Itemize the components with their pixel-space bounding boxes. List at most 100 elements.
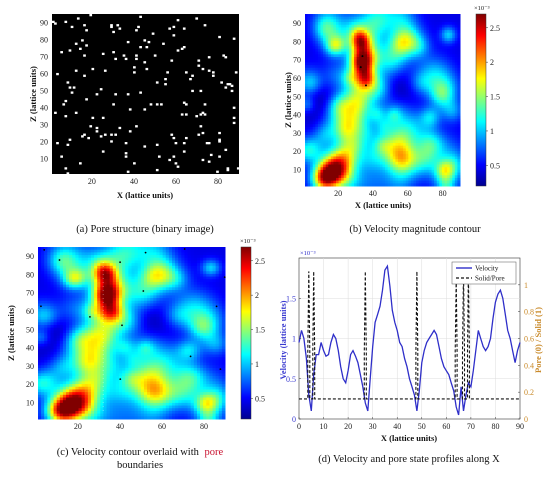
velocity-cell — [426, 54, 430, 58]
velocity-cell — [398, 51, 402, 55]
velocity-cell — [346, 89, 350, 93]
velocity-cell — [447, 57, 451, 61]
velocity-cell — [62, 255, 67, 259]
velocity-cell — [377, 48, 381, 53]
velocity-cell — [66, 354, 70, 358]
velocity-cell — [317, 153, 321, 157]
velocity-cell — [395, 180, 399, 184]
velocity-cell — [69, 314, 73, 318]
velocity-cell — [320, 134, 324, 139]
velocity-cell — [452, 62, 456, 66]
velocity-cell — [78, 357, 83, 361]
velocity-cell — [413, 143, 417, 147]
velocity-cell — [379, 94, 383, 98]
velocity-cell — [449, 169, 453, 174]
velocity-cell — [457, 118, 461, 122]
velocity-cell — [310, 126, 314, 131]
velocity-cell — [341, 38, 345, 42]
velocity-cell — [336, 108, 340, 112]
velocity-cell — [328, 51, 332, 55]
velocity-cell — [426, 145, 430, 149]
velocity-cell — [454, 75, 458, 79]
velocity-cell — [346, 94, 350, 98]
velocity-cell — [343, 159, 347, 163]
velocity-cell — [421, 97, 425, 101]
velocity-cell — [62, 316, 67, 321]
velocity-cell — [328, 75, 332, 79]
velocity-cell — [454, 46, 458, 50]
velocity-cell — [305, 108, 309, 112]
velocity-cell — [439, 83, 443, 88]
velocity-cell — [444, 105, 448, 109]
velocity-cell — [323, 140, 327, 144]
velocity-cell — [449, 180, 453, 184]
velocity-cell — [361, 40, 365, 45]
velocity-cell — [429, 81, 433, 85]
velocity-cell — [75, 314, 80, 318]
velocity-cell — [444, 70, 448, 74]
velocity-cell — [346, 59, 350, 63]
velocity-cell — [400, 153, 404, 157]
velocity-cell — [367, 148, 371, 152]
velocity-cell — [348, 121, 352, 125]
velocity-cell — [336, 161, 340, 165]
velocity-cell — [398, 134, 402, 139]
velocity-cell — [436, 81, 440, 85]
velocity-cell — [377, 153, 381, 157]
velocity-cell — [72, 311, 76, 315]
velocity-cell — [320, 183, 324, 187]
velocity-cell — [81, 306, 86, 310]
velocity-cell — [78, 273, 83, 278]
velocity-cell — [348, 118, 352, 122]
velocity-cell — [359, 143, 363, 147]
velocity-cell — [351, 86, 355, 90]
velocity-cell — [449, 140, 453, 144]
velocity-cell — [59, 402, 64, 407]
x-tick-label: 80 — [439, 189, 447, 198]
velocity-cell — [374, 140, 378, 144]
y-tick-label: 90 — [293, 19, 301, 28]
velocity-cell — [441, 177, 445, 182]
velocity-cell — [416, 65, 420, 69]
velocity-cell — [50, 292, 55, 296]
velocity-cell — [66, 397, 70, 401]
velocity-cell — [78, 303, 83, 307]
velocity-cell — [444, 91, 448, 96]
velocity-cell — [47, 292, 51, 296]
velocity-cell — [320, 148, 324, 152]
velocity-cell — [410, 40, 414, 45]
velocity-cell — [444, 177, 448, 182]
velocity-cell — [320, 83, 324, 88]
velocity-cell — [385, 46, 389, 50]
velocity-cell — [72, 255, 76, 259]
velocity-cell — [395, 129, 399, 133]
pore-pixel — [232, 106, 236, 109]
velocity-cell — [372, 30, 376, 34]
velocity-cell — [343, 164, 347, 168]
velocity-cell — [447, 35, 451, 39]
velocity-cell — [356, 86, 360, 90]
velocity-cell — [421, 16, 425, 20]
velocity-cell — [408, 89, 412, 93]
velocity-cell — [354, 81, 358, 85]
velocity-cell — [62, 335, 67, 339]
velocity-cell — [372, 70, 376, 74]
velocity-cell — [436, 89, 440, 93]
velocity-cell — [382, 86, 386, 90]
velocity-cell — [320, 19, 324, 23]
velocity-cell — [426, 183, 430, 187]
velocity-cell — [323, 177, 327, 182]
velocity-cell — [423, 27, 427, 31]
velocity-cell — [418, 75, 422, 79]
velocity-cell — [441, 62, 445, 66]
velocity-cell — [444, 137, 448, 141]
velocity-cell — [56, 247, 61, 251]
velocity-cell — [325, 108, 329, 112]
velocity-cell — [436, 129, 440, 133]
velocity-cell — [385, 100, 389, 104]
velocity-cell — [333, 91, 337, 96]
velocity-cell — [69, 413, 73, 417]
velocity-cell — [431, 145, 435, 149]
velocity-cell — [41, 343, 45, 347]
